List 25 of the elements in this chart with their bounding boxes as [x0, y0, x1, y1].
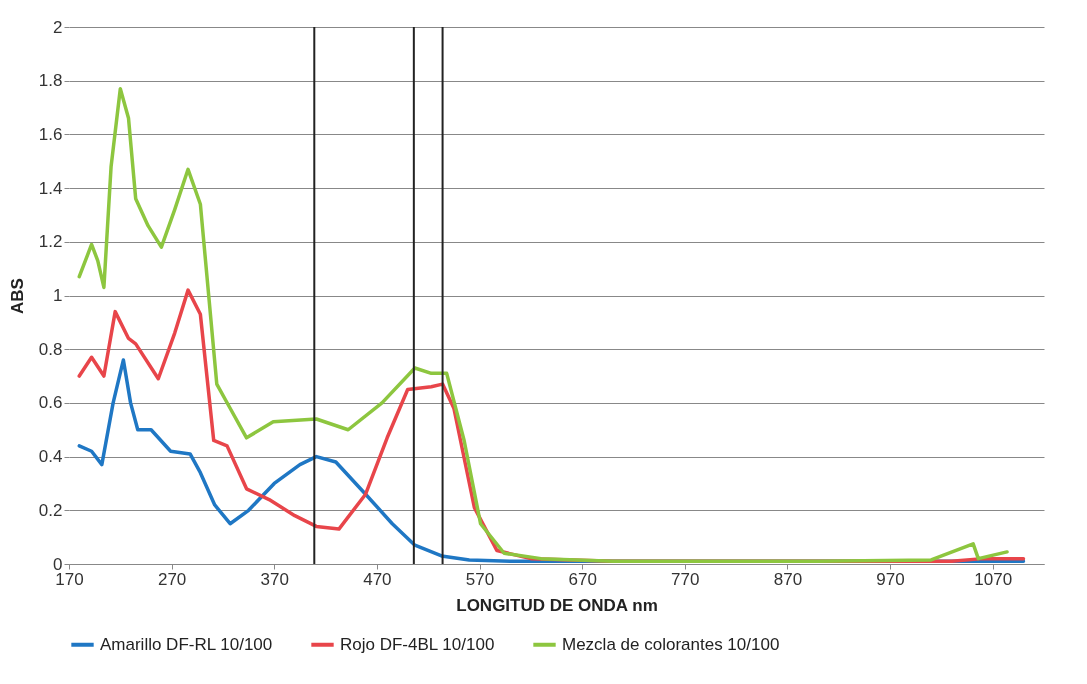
legend-label: Rojo DF-4BL 10/100 — [340, 634, 495, 654]
y-tick-label: 1.2 — [38, 232, 63, 252]
y-tick-label: 0.4 — [38, 447, 63, 467]
y-tick-label: 1 — [53, 286, 63, 305]
x-tick-label: 370 — [260, 569, 289, 589]
x-tick-label: 770 — [671, 569, 700, 589]
x-tick-label: 670 — [568, 569, 597, 589]
y-tick-label: 0.8 — [38, 339, 63, 359]
y-axis-title: ABS — [7, 278, 27, 314]
y-tick-label: 2 — [53, 17, 63, 37]
x-tick-label: 470 — [363, 569, 392, 589]
x-tick-label: 870 — [773, 569, 803, 589]
x-tick-label: 970 — [876, 569, 905, 589]
y-tick-label: 1.6 — [38, 124, 63, 144]
x-tick-label: 570 — [465, 569, 495, 589]
x-axis-title: LONGITUD DE ONDA nm — [456, 595, 658, 615]
y-tick-label: 1.8 — [38, 71, 63, 91]
y-tick-label: 0.6 — [38, 393, 63, 413]
x-tick-label: 270 — [157, 569, 187, 589]
legend-label: Amarillo DF-RL 10/100 — [100, 634, 273, 654]
y-tick-label: 1.4 — [38, 178, 63, 198]
y-tick-label: 0.2 — [38, 500, 63, 520]
x-tick-label: 1070 — [974, 569, 1013, 589]
line-series — [77, 87, 1009, 564]
legend-label: Mezcla de colorantes 10/100 — [562, 634, 780, 654]
